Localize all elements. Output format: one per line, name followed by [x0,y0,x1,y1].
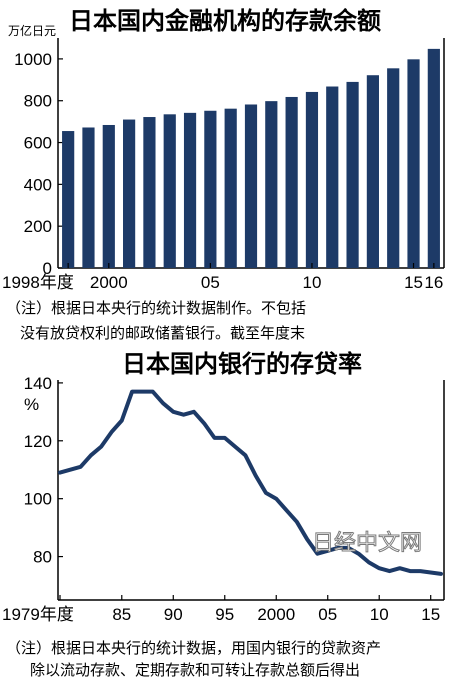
chart1-unit-label: 万亿日元 [8,23,56,38]
chart1-bars [62,48,440,269]
watermark-logo: 日经中文网 [312,531,422,556]
chart1-y-tick-label: 600 [24,134,52,153]
chart1-bar-2015 [407,59,420,269]
chart1-bar-2016 [427,48,440,268]
chart1-bar-1998 [62,131,75,268]
chart1-bar-2008 [265,101,278,269]
chart1-note-line-2: 没有放贷权利的邮政储蓄银行。截至年度末 [20,324,305,342]
chart1-bar-2011 [326,86,339,268]
chart2-y-tick-label: 80 [33,548,52,567]
chart1-y-tick-label: 0 [43,259,52,278]
chart2-y-tick-label: 140 [24,374,52,393]
chart1-bar-2002 [143,117,156,268]
chart1-y-tick-label: 200 [24,217,52,236]
chart1-bar-2004 [183,112,197,268]
chart1-bar-1999 [82,127,95,268]
chart1-bar-2013 [366,75,379,268]
deposit-balance-chart: 日本国内金融机构的存款余额 万亿日元 0 200 400 600 800 1000 199… [2,7,445,342]
chart2-x-axis: 1979年度 85 90 95 2000 05 10 15 [2,595,440,624]
chart2-note-line-1: （注）根据日本央行的统计数据，用国内银行的贷款资产 [6,639,381,657]
chart1-x-axis: 1998年度 2000 05 10 15 16 [2,263,443,292]
chart2-frame [57,380,445,601]
chart1-bar-2006 [224,108,237,268]
chart2-y-axis: 80 100 120 140 [24,374,63,567]
chart2-x-tick-label: 10 [370,605,389,624]
chart1-bar-2007 [244,104,258,268]
loan-deposit-ratio-chart: 日本国内银行的存贷率 % 80 100 120 140 1979年度 85 90 95 200… [2,350,445,679]
chart1-x-tick-label: 05 [201,273,220,292]
chart2-series-line [58,389,443,576]
chart1-y-axis: 0 200 400 600 800 1000 [14,50,63,278]
chart2-x-tick-label: 05 [318,605,337,624]
chart1-y-tick-label: 400 [24,175,52,194]
chart1-bar-2000 [102,124,115,269]
chart1-note-line-1: （注）根据日本央行的统计数据制作。不包括 [6,299,306,317]
chart1-bar-2010 [305,91,319,268]
chart2-y-tick-label: 100 [24,490,52,509]
chart1-x-tick-label: 10 [302,273,321,292]
chart1-y-tick-label: 1000 [14,50,52,69]
chart2-y-tick-label: 120 [24,432,52,451]
chart2-title: 日本国内银行的存贷率 [122,350,362,378]
chart2-x-tick-label: 85 [112,605,131,624]
chart2-x-tick-label: 1979年度 [2,605,74,624]
chart1-bar-2003 [163,114,176,269]
chart1-bar-2014 [387,68,400,269]
chart2-x-tick-label: 2000 [257,605,295,624]
chart1-y-tick-label: 800 [24,92,52,111]
chart1-x-tick-label: 1998年度 [2,273,74,292]
chart1-title: 日本国内金融机构的存款余额 [69,7,381,35]
chart2-unit-label: % [24,395,39,414]
chart2-x-tick-label: 90 [164,605,183,624]
chart1-x-tick-label: 2000 [90,273,128,292]
chart1-x-tick-label: 15 [404,273,423,292]
chart1-bar-2009 [285,96,298,268]
chart2-x-tick-label: 95 [215,605,234,624]
chart1-bar-2005 [204,110,217,268]
chart2-note-line-2: 除以流动存款、定期存款和可转让存款总额后得出 [30,661,360,679]
chart1-bar-2012 [346,81,359,268]
chart1-bar-2001 [123,119,136,268]
chart1-x-tick-label: 16 [424,273,443,292]
chart2-x-tick-label: 15 [421,605,440,624]
